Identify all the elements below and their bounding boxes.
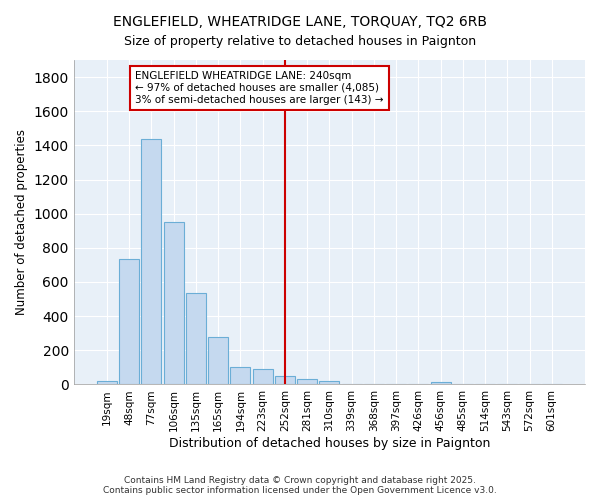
Bar xyxy=(275,376,295,384)
Text: ENGLEFIELD, WHEATRIDGE LANE, TORQUAY, TQ2 6RB: ENGLEFIELD, WHEATRIDGE LANE, TORQUAY, TQ… xyxy=(113,15,487,29)
Y-axis label: Number of detached properties: Number of detached properties xyxy=(15,129,28,315)
Bar xyxy=(230,366,250,384)
Bar xyxy=(164,222,184,384)
Bar xyxy=(119,259,139,384)
Bar xyxy=(297,380,317,384)
Text: ENGLEFIELD WHEATRIDGE LANE: 240sqm
← 97% of detached houses are smaller (4,085)
: ENGLEFIELD WHEATRIDGE LANE: 240sqm ← 97%… xyxy=(135,72,383,104)
Text: Contains HM Land Registry data © Crown copyright and database right 2025.
Contai: Contains HM Land Registry data © Crown c… xyxy=(103,476,497,495)
Text: Size of property relative to detached houses in Paignton: Size of property relative to detached ho… xyxy=(124,35,476,48)
X-axis label: Distribution of detached houses by size in Paignton: Distribution of detached houses by size … xyxy=(169,437,490,450)
Bar xyxy=(97,381,117,384)
Bar xyxy=(186,293,206,384)
Bar xyxy=(208,338,228,384)
Bar xyxy=(142,140,161,384)
Bar xyxy=(253,370,272,384)
Bar xyxy=(319,381,340,384)
Bar xyxy=(431,382,451,384)
